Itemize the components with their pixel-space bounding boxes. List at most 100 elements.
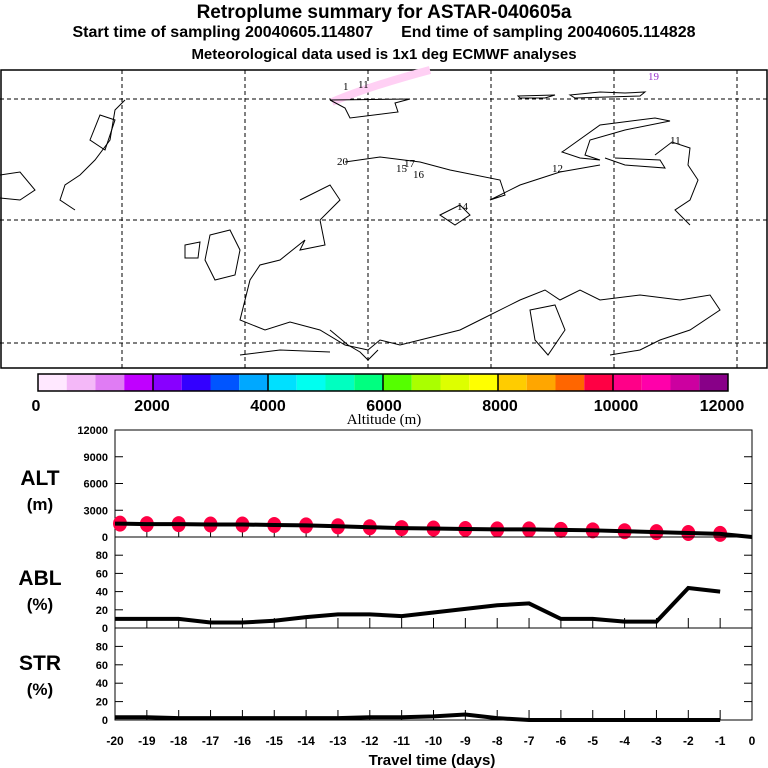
met-data-note: Meteorological data used is 1x1 deg ECMW… <box>191 46 577 63</box>
colorbar-swatch <box>181 374 211 391</box>
x-tick-label: -4 <box>619 734 630 748</box>
map-label: 14 <box>457 201 469 213</box>
x-tick-label: -10 <box>425 734 443 748</box>
colorbar-title: Altitude (m) <box>347 412 422 428</box>
panel-frame <box>114 627 753 721</box>
x-tick-label: -20 <box>106 734 124 748</box>
colorbar-swatch <box>95 374 125 391</box>
map-day-labels: 1 11 19 20 17 15 16 14 12 11 <box>337 71 681 213</box>
plume-trail <box>330 66 432 106</box>
sampling-times: Start time of sampling 20040605.114807 En… <box>0 24 768 42</box>
colorbar-swatch <box>641 374 671 391</box>
coastlines <box>0 91 721 361</box>
y-tick-label: 80 <box>96 550 108 562</box>
colorbar-swatch <box>325 374 355 391</box>
y-tick-label: 12000 <box>77 425 108 437</box>
series-line-abl <box>115 585 721 625</box>
y-tick-label: 20 <box>96 605 108 617</box>
colorbar-tick: 6000 <box>366 398 402 415</box>
colorbar-swatch <box>383 374 412 391</box>
panel-ylabel: ABL <box>18 567 61 590</box>
x-tick-label: -8 <box>492 734 503 748</box>
colorbar-tick: 2000 <box>134 398 170 415</box>
colorbar-swatch <box>268 374 297 391</box>
panel-ylabel: (m) <box>27 495 53 514</box>
map-label: 17 <box>404 158 416 170</box>
colorbar-swatch <box>411 374 441 391</box>
map-grid <box>0 70 768 368</box>
x-tick-label: -5 <box>587 734 598 748</box>
x-tick-label: -2 <box>683 734 694 748</box>
map-label: 11 <box>358 79 369 91</box>
series-line-str <box>115 712 721 722</box>
colorbar-tick: 12000 <box>700 398 745 415</box>
y-tick-label: 9000 <box>84 452 108 464</box>
x-axis-title: Travel time (days) <box>369 752 496 768</box>
x-tick-label: -3 <box>651 734 662 748</box>
colorbar-swatch <box>613 374 642 391</box>
colorbar-tick: 4000 <box>250 398 286 415</box>
plot-title: Retroplume summary for ASTAR-040605a <box>196 2 572 23</box>
y-tick-label: 60 <box>96 660 108 672</box>
map-label: 11 <box>670 135 681 147</box>
colorbar-swatch <box>153 374 182 391</box>
colorbar-tick: 8000 <box>482 398 518 415</box>
end-time: End time of sampling 20040605.114828 <box>401 24 696 41</box>
x-tick-label: -1 <box>715 734 726 748</box>
y-tick-label: 40 <box>96 587 108 599</box>
map-label: 16 <box>413 169 425 181</box>
series-line-alt <box>114 521 753 539</box>
x-tick-label: -13 <box>329 734 347 748</box>
panel-alt: ALT (m) 12000 9000 6000 3000 0 <box>20 425 753 544</box>
x-tick-label: -17 <box>202 734 220 748</box>
colorbar-swatch <box>440 374 470 391</box>
x-tick-label: -7 <box>524 734 535 748</box>
colorbar-swatch <box>239 374 268 391</box>
colorbar-swatch <box>210 374 240 391</box>
colorbar-swatch <box>699 374 728 391</box>
panel-str: STR (%) 80 60 40 20 0 <box>19 627 753 727</box>
colorbar-swatch <box>498 374 527 391</box>
x-tick-label: -16 <box>234 734 252 748</box>
panel-ylabel: (%) <box>27 680 53 699</box>
x-tick-label: -11 <box>393 734 410 748</box>
y-tick-label: 0 <box>102 623 108 635</box>
colorbar-ticks: 0 2000 4000 6000 8000 10000 12000 <box>32 398 745 415</box>
y-tick-label: 20 <box>96 697 108 709</box>
y-tick-label: 3000 <box>84 505 108 517</box>
x-tick-label: 0 <box>749 734 756 748</box>
map-label: 19 <box>648 71 660 83</box>
x-tick-label: -15 <box>266 734 284 748</box>
colorbar-tick: 0 <box>32 398 41 415</box>
colorbar-swatch <box>555 374 585 391</box>
x-tick-label: -14 <box>297 734 315 748</box>
map-label: 12 <box>552 163 563 175</box>
y-tick-label: 60 <box>96 568 108 580</box>
x-tick-label: -9 <box>460 734 471 748</box>
colorbar-swatch <box>354 374 383 391</box>
map-label: 20 <box>337 156 349 168</box>
y-tick-label: 6000 <box>84 479 108 491</box>
colorbar-swatch <box>296 374 326 391</box>
panel-ylabel: (%) <box>27 595 53 614</box>
colorbar-swatch <box>66 374 96 391</box>
colorbar-swatch <box>124 374 153 391</box>
panel-abl: ABL (%) 80 60 40 20 0 <box>18 536 753 635</box>
colorbar-swatch <box>670 374 700 391</box>
y-tick-label: 80 <box>96 641 108 653</box>
map-label: 1 <box>343 81 349 93</box>
y-tick-label: 0 <box>102 532 108 544</box>
colorbar <box>37 373 729 392</box>
time-series-panels: ALT(m)120009000600030000ABL(%)806040200S… <box>18 425 755 748</box>
y-tick-label: 0 <box>102 715 108 727</box>
colorbar-tick: 10000 <box>594 398 639 415</box>
x-tick-label: -18 <box>170 734 188 748</box>
map-frame <box>0 69 768 369</box>
colorbar-swatch <box>526 374 556 391</box>
x-tick-label: -12 <box>361 734 379 748</box>
panel-ylabel: STR <box>19 652 61 675</box>
start-time: Start time of sampling 20040605.114807 <box>72 24 374 41</box>
y-tick-label: 40 <box>96 678 108 690</box>
x-tick-label: -19 <box>138 734 156 748</box>
